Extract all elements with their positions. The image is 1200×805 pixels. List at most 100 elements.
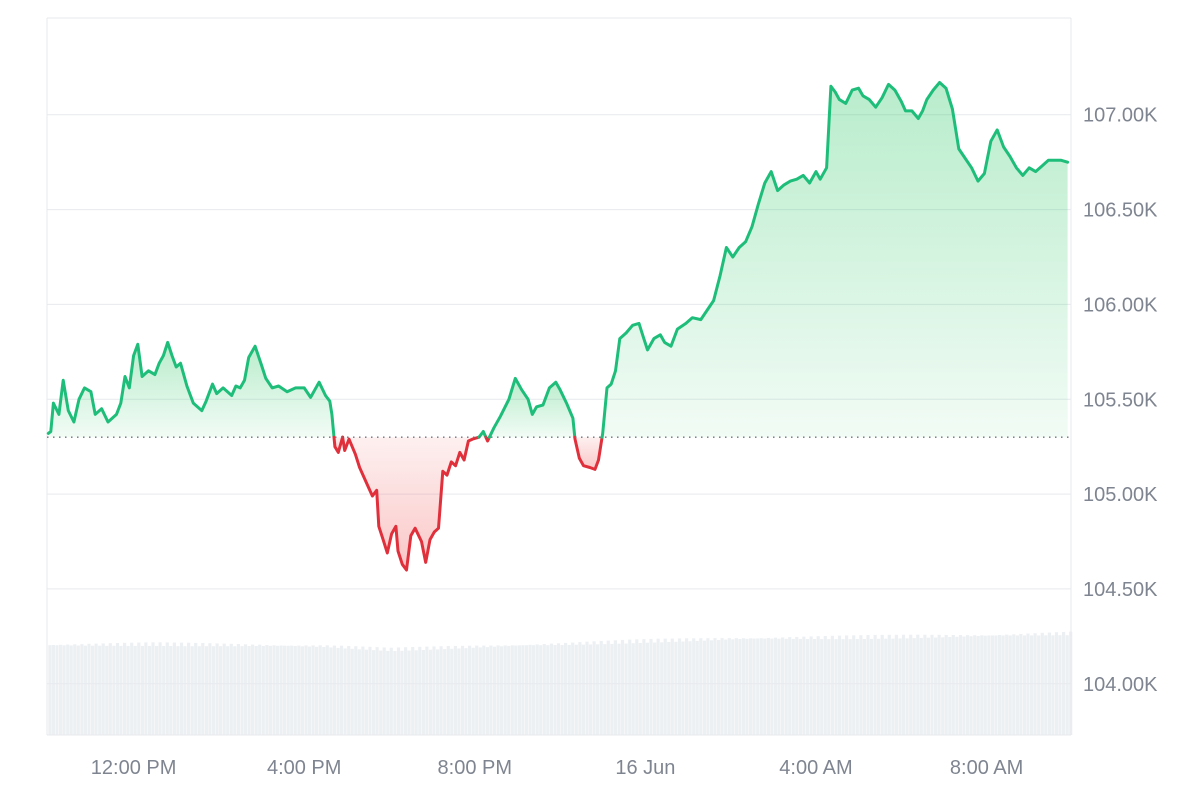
volume-bar — [837, 635, 842, 735]
volume-bar — [1065, 635, 1069, 735]
volume-bar — [1008, 635, 1012, 735]
volume-bar — [617, 643, 621, 735]
volume-bar — [436, 649, 440, 735]
volume-bar — [720, 638, 724, 735]
volume-bar — [588, 644, 593, 735]
y-tick-label: 106.00K — [1083, 294, 1158, 316]
volume-bar — [347, 646, 351, 735]
volume-bar — [521, 645, 525, 735]
volume-bar — [396, 647, 401, 735]
volume-bar — [261, 645, 265, 735]
volume-bar — [990, 635, 995, 735]
volume-bar — [343, 648, 347, 735]
volume-bar — [126, 645, 130, 735]
volume-bar — [147, 645, 152, 735]
volume-bar — [357, 649, 361, 735]
volume-bar — [887, 634, 891, 735]
volume-bar — [222, 643, 226, 735]
volume-bar — [670, 638, 674, 735]
volume-bar — [581, 644, 585, 735]
volume-bar — [1044, 635, 1048, 735]
volume-bar — [471, 647, 475, 735]
volume-bar — [300, 646, 304, 735]
volume-bar — [553, 645, 557, 735]
volume-bar — [514, 645, 518, 735]
volume-bar — [528, 644, 532, 735]
volume-bar — [930, 634, 934, 735]
volume-bar — [934, 637, 938, 735]
volume-bar — [866, 635, 870, 735]
volume-bar — [517, 645, 521, 735]
volume-bar — [283, 645, 287, 735]
volume-bar — [393, 651, 397, 735]
area-above-baseline — [48, 342, 335, 438]
y-tick-label: 105.00K — [1083, 484, 1158, 506]
volume-bar — [1037, 635, 1041, 735]
volume-bar — [756, 638, 760, 735]
volume-bar — [667, 642, 671, 735]
x-tick-label: 4:00 PM — [267, 757, 341, 779]
volume-bar — [845, 635, 849, 735]
volume-bar — [692, 638, 696, 735]
volume-bar — [1015, 635, 1019, 735]
volume-bar — [628, 639, 632, 735]
volume-bar — [204, 646, 208, 735]
volume-bar — [432, 646, 436, 735]
price-line-down — [573, 435, 604, 471]
volume-bar — [492, 646, 497, 735]
volume-bar — [1022, 635, 1027, 735]
volume-bar — [976, 636, 980, 735]
volume-bar — [73, 644, 77, 735]
volume-bar — [133, 645, 137, 735]
volume-bar — [798, 638, 802, 735]
volume-bar — [489, 645, 493, 735]
volume-bar — [243, 644, 248, 735]
volume-bar — [624, 643, 628, 735]
volume-bar — [66, 644, 70, 735]
volume-bar — [428, 649, 433, 735]
volume-bar — [724, 639, 728, 735]
volume-bar — [556, 643, 561, 735]
volume-bar — [709, 640, 714, 735]
volume-bar — [731, 639, 735, 735]
y-tick-label: 107.00K — [1083, 105, 1158, 127]
volume-bar — [418, 646, 422, 735]
volume-bar — [382, 647, 386, 735]
volume-bar — [944, 634, 948, 735]
volume-bar — [478, 647, 482, 735]
volume-bar — [211, 646, 216, 735]
volume-bar — [599, 640, 603, 735]
volume-bar — [119, 645, 123, 735]
volume-bar — [745, 638, 749, 735]
volume-bar — [578, 642, 582, 735]
volume-bar — [293, 646, 297, 735]
volume-bar — [852, 635, 856, 735]
volume-bar — [909, 634, 913, 735]
volume-bar — [496, 645, 500, 735]
volume-bar — [873, 634, 877, 735]
y-tick-label: 106.50K — [1083, 200, 1158, 222]
volume-bar — [784, 638, 788, 735]
volume-bar — [400, 650, 404, 735]
volume-bar — [268, 645, 272, 735]
volume-bar — [386, 650, 390, 735]
volume-bar — [677, 638, 682, 735]
volume-bar — [862, 639, 866, 735]
volume-bar — [105, 645, 109, 735]
volume-bar — [468, 645, 472, 735]
volume-bar — [770, 638, 774, 735]
volume-bar — [247, 646, 251, 735]
volume-bar — [574, 644, 578, 735]
volume-bar — [738, 639, 742, 735]
volume-bar — [926, 637, 930, 735]
volume-bar — [941, 637, 945, 735]
volume-bar — [407, 650, 411, 735]
volume-bar — [279, 645, 283, 735]
volume-bar — [869, 638, 874, 735]
volume-bar — [1051, 635, 1055, 735]
volume-bar — [55, 645, 59, 735]
volume-bar — [144, 642, 148, 735]
volume-bar — [307, 646, 312, 735]
volume-bar — [112, 645, 116, 735]
